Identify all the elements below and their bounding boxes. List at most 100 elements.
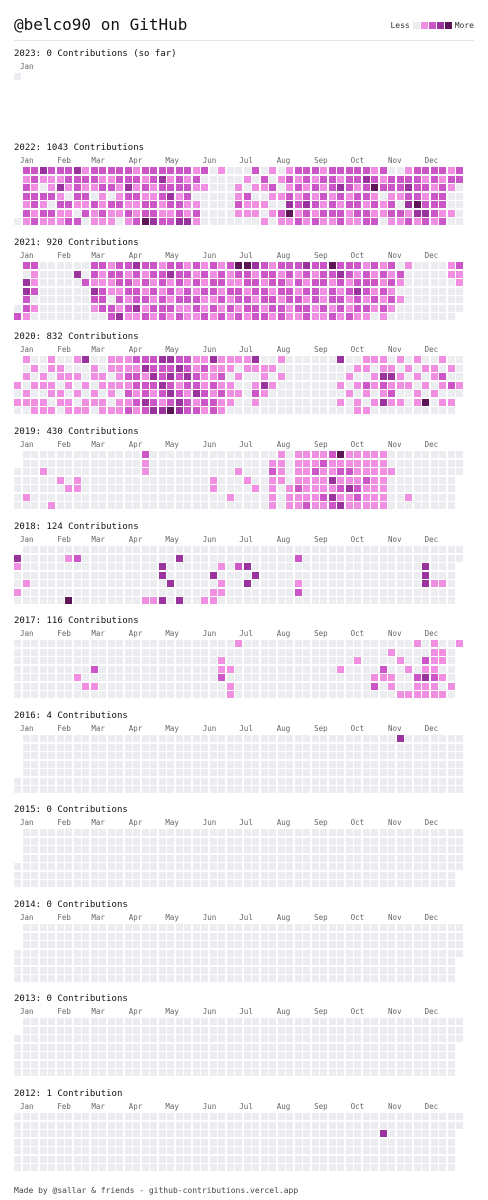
day-cell[interactable] (107, 1121, 115, 1129)
day-cell[interactable] (354, 846, 361, 853)
day-cell[interactable] (82, 760, 89, 768)
day-cell[interactable] (286, 175, 293, 183)
day-cell[interactable] (209, 1026, 217, 1034)
day-cell[interactable] (107, 735, 115, 742)
day-cell[interactable] (447, 924, 455, 931)
day-cell[interactable] (379, 356, 387, 363)
day-cell[interactable] (260, 373, 268, 380)
day-cell[interactable] (116, 1018, 123, 1025)
day-cell[interactable] (252, 356, 259, 363)
day-cell[interactable] (209, 588, 217, 596)
day-cell[interactable] (39, 1138, 47, 1146)
day-cell[interactable] (235, 554, 242, 562)
day-cell[interactable] (39, 373, 47, 380)
day-cell[interactable] (277, 554, 285, 562)
day-cell[interactable] (31, 175, 38, 183)
day-cell[interactable] (388, 476, 395, 484)
day-cell[interactable] (405, 588, 412, 596)
day-cell[interactable] (99, 287, 106, 295)
day-cell[interactable] (167, 777, 174, 785)
day-cell[interactable] (396, 451, 404, 458)
day-cell[interactable] (252, 657, 259, 664)
day-cell[interactable] (413, 580, 421, 587)
day-cell[interactable] (371, 752, 378, 759)
day-cell[interactable] (269, 1147, 276, 1154)
day-cell[interactable] (90, 459, 98, 467)
day-cell[interactable] (430, 476, 438, 484)
day-cell[interactable] (141, 201, 149, 208)
day-cell[interactable] (175, 468, 183, 475)
day-cell[interactable] (371, 1069, 378, 1076)
day-cell[interactable] (260, 546, 268, 553)
day-cell[interactable] (303, 270, 310, 278)
day-cell[interactable] (99, 640, 106, 647)
day-cell[interactable] (396, 837, 404, 845)
day-cell[interactable] (209, 871, 217, 879)
day-cell[interactable] (396, 932, 404, 940)
day-cell[interactable] (192, 665, 200, 673)
day-cell[interactable] (226, 502, 234, 509)
day-cell[interactable] (456, 209, 463, 217)
day-cell[interactable] (235, 854, 242, 862)
day-cell[interactable] (82, 468, 89, 475)
day-cell[interactable] (65, 966, 72, 974)
day-cell[interactable] (294, 287, 302, 295)
day-cell[interactable] (107, 829, 115, 836)
day-cell[interactable] (226, 304, 234, 312)
day-cell[interactable] (65, 777, 72, 785)
day-cell[interactable] (133, 597, 140, 604)
day-cell[interactable] (39, 459, 47, 467)
day-cell[interactable] (388, 571, 395, 579)
day-cell[interactable] (235, 871, 242, 879)
day-cell[interactable] (277, 563, 285, 570)
day-cell[interactable] (303, 682, 310, 690)
day-cell[interactable] (243, 769, 251, 776)
day-cell[interactable] (371, 949, 378, 957)
day-cell[interactable] (124, 760, 132, 768)
day-cell[interactable] (354, 364, 361, 372)
day-cell[interactable] (124, 837, 132, 845)
day-cell[interactable] (167, 657, 174, 664)
day-cell[interactable] (439, 381, 446, 389)
day-cell[interactable] (141, 665, 149, 673)
day-cell[interactable] (371, 648, 378, 656)
day-cell[interactable] (192, 769, 200, 776)
day-cell[interactable] (345, 1069, 353, 1076)
day-cell[interactable] (201, 769, 208, 776)
day-cell[interactable] (133, 1164, 140, 1171)
day-cell[interactable] (320, 588, 327, 596)
day-cell[interactable] (388, 760, 395, 768)
day-cell[interactable] (439, 459, 446, 467)
day-cell[interactable] (320, 390, 327, 397)
day-cell[interactable] (150, 743, 157, 751)
day-cell[interactable] (218, 502, 225, 509)
day-cell[interactable] (22, 682, 30, 690)
day-cell[interactable] (31, 1121, 38, 1129)
day-cell[interactable] (243, 270, 251, 278)
day-cell[interactable] (14, 949, 21, 957)
day-cell[interactable] (158, 381, 166, 389)
day-cell[interactable] (56, 580, 64, 587)
day-cell[interactable] (90, 381, 98, 389)
day-cell[interactable] (379, 563, 387, 570)
day-cell[interactable] (277, 546, 285, 553)
day-cell[interactable] (277, 493, 285, 501)
day-cell[interactable] (150, 752, 157, 759)
day-cell[interactable] (269, 304, 276, 312)
day-cell[interactable] (218, 373, 225, 380)
day-cell[interactable] (90, 674, 98, 681)
day-cell[interactable] (311, 493, 319, 501)
day-cell[interactable] (39, 588, 47, 596)
day-cell[interactable] (150, 871, 157, 879)
day-cell[interactable] (396, 356, 404, 363)
day-cell[interactable] (201, 1164, 208, 1171)
day-cell[interactable] (252, 364, 259, 372)
day-cell[interactable] (158, 924, 166, 931)
day-cell[interactable] (345, 674, 353, 681)
day-cell[interactable] (277, 880, 285, 887)
day-cell[interactable] (48, 390, 55, 397)
day-cell[interactable] (226, 459, 234, 467)
day-cell[interactable] (303, 390, 310, 397)
day-cell[interactable] (175, 786, 183, 793)
day-cell[interactable] (116, 932, 123, 940)
